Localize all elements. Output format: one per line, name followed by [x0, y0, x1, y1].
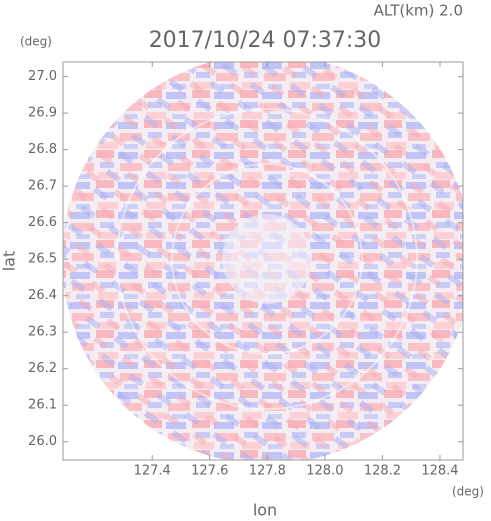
plot-frame [62, 61, 464, 461]
x-axis-label: lon [253, 501, 277, 520]
x-unit: (deg) [452, 485, 484, 499]
y-tick-label: 27.0 [28, 69, 57, 84]
radar-image [63, 62, 463, 460]
y-axis-label: lat [0, 251, 19, 272]
x-tick-label: 127.6 [191, 464, 228, 479]
y-tick-label: 26.8 [28, 142, 57, 157]
y-tick-label: 26.1 [28, 398, 57, 413]
subtitle: ALT(km) 2.0 [374, 2, 463, 20]
x-tick-label: 128.0 [306, 464, 343, 479]
y-tick-label: 26.2 [28, 361, 57, 376]
y-tick-label: 26.0 [28, 434, 57, 449]
chart-title: 2017/10/24 07:37:30 [149, 28, 382, 53]
y-tick-label: 26.7 [28, 179, 57, 194]
y-tick-label: 26.4 [28, 288, 57, 303]
x-tick-label: 127.4 [134, 464, 171, 479]
x-tick-label: 127.8 [249, 464, 286, 479]
y-tick-label: 26.6 [28, 215, 57, 230]
y-unit: (deg) [20, 35, 52, 49]
x-tick-label: 128.2 [364, 464, 401, 479]
y-tick-label: 26.9 [28, 106, 57, 121]
x-tick-label: 128.4 [421, 464, 458, 479]
y-tick-label: 26.3 [28, 325, 57, 340]
y-tick-label: 26.5 [28, 252, 57, 267]
